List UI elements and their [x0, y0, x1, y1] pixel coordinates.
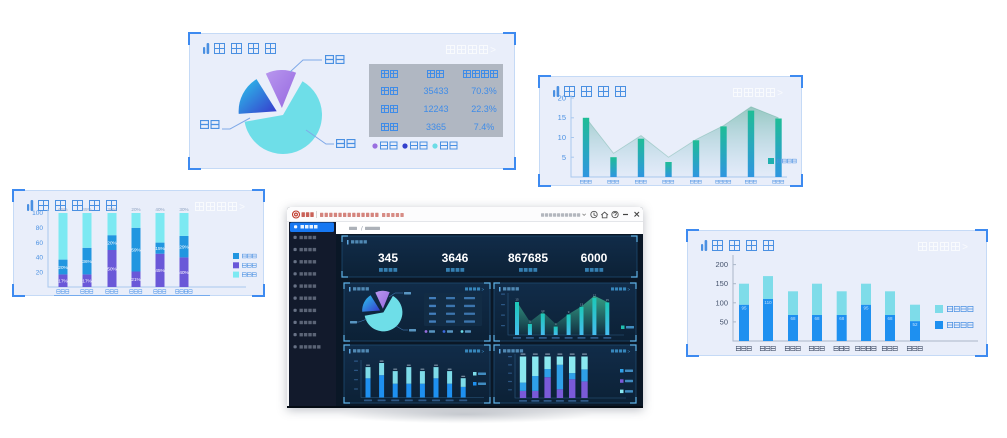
- svg-text:50: 50: [720, 317, 728, 326]
- svg-text:68: 68: [839, 316, 845, 321]
- svg-text:10: 10: [541, 309, 545, 313]
- svg-text:100: 100: [715, 298, 728, 307]
- svg-text:5: 5: [562, 153, 566, 162]
- svg-text:>: >: [628, 349, 631, 354]
- svg-text:95: 95: [863, 306, 869, 311]
- svg-text:15: 15: [558, 113, 566, 122]
- svg-text:10: 10: [558, 133, 566, 142]
- svg-text:17: 17: [593, 294, 597, 298]
- svg-text:20%: 20%: [107, 240, 116, 245]
- svg-text:100: 100: [32, 210, 43, 217]
- svg-text:15%: 15%: [155, 246, 164, 251]
- svg-text:>: >: [482, 287, 485, 292]
- svg-text:6000: 6000: [581, 251, 608, 265]
- svg-text:45%: 45%: [82, 207, 91, 212]
- svg-text:5: 5: [529, 320, 531, 324]
- svg-text:13: 13: [580, 302, 584, 306]
- svg-text:40: 40: [36, 255, 44, 262]
- svg-text:150: 150: [715, 279, 728, 288]
- svg-text:30%: 30%: [179, 207, 188, 212]
- svg-text:110: 110: [764, 300, 772, 305]
- svg-text:20: 20: [36, 269, 44, 276]
- svg-text:3646: 3646: [442, 251, 469, 265]
- svg-text:20%: 20%: [131, 207, 140, 212]
- svg-text:20: 20: [558, 94, 566, 103]
- svg-text:17%: 17%: [58, 279, 67, 284]
- svg-text:95: 95: [741, 306, 747, 311]
- svg-text:80: 80: [36, 225, 44, 232]
- svg-text:15: 15: [606, 298, 610, 302]
- svg-text:/: /: [361, 227, 363, 233]
- svg-text:9: 9: [568, 310, 570, 314]
- svg-text:52: 52: [912, 322, 918, 327]
- svg-text:29%: 29%: [179, 245, 188, 250]
- svg-text:68: 68: [814, 316, 820, 321]
- svg-text:68: 68: [790, 316, 796, 321]
- svg-text:>: >: [482, 349, 485, 354]
- svg-text:68: 68: [887, 316, 893, 321]
- svg-text:59%: 59%: [131, 247, 140, 252]
- svg-text:345: 345: [378, 251, 398, 265]
- svg-text:30%: 30%: [107, 207, 116, 212]
- svg-text:17%: 17%: [82, 279, 91, 284]
- svg-text:>: >: [628, 287, 631, 292]
- svg-text:4: 4: [555, 322, 557, 326]
- svg-text:20%: 20%: [58, 265, 67, 270]
- svg-text:36%: 36%: [82, 259, 91, 264]
- svg-text:60: 60: [36, 240, 44, 247]
- svg-text:15: 15: [515, 298, 519, 302]
- svg-text:21%: 21%: [131, 277, 140, 282]
- svg-text:65%: 65%: [58, 207, 67, 212]
- svg-text:45%: 45%: [155, 268, 164, 273]
- svg-text:200: 200: [715, 260, 728, 269]
- svg-text:40%: 40%: [179, 270, 188, 275]
- svg-text:40%: 40%: [155, 207, 164, 212]
- svg-text:50%: 50%: [107, 266, 116, 271]
- svg-text:867685: 867685: [508, 251, 548, 265]
